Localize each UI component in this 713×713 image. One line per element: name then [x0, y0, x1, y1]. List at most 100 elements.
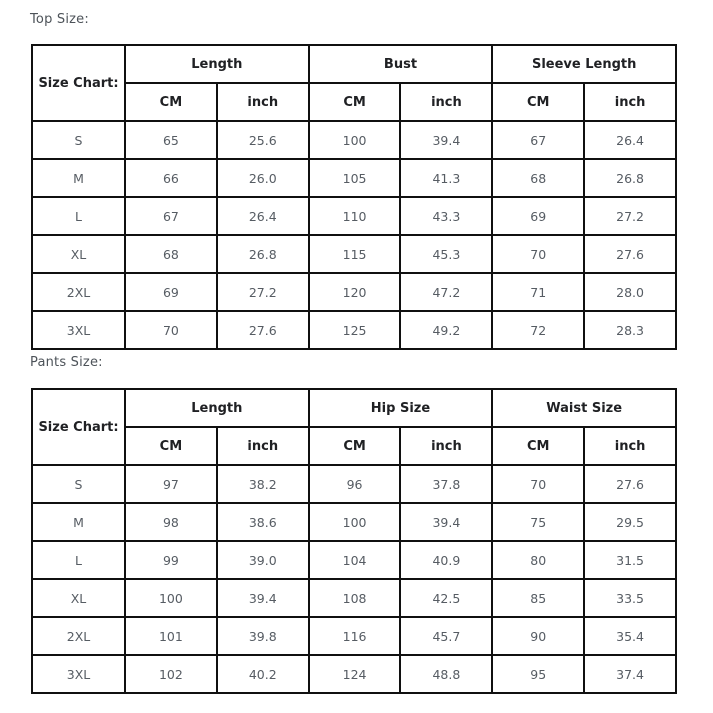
- size-cell: 2XL: [31, 272, 126, 312]
- group-header-sleeve-length: Sleeve Length: [491, 44, 677, 84]
- value-cell: 80: [491, 540, 586, 580]
- table-row: L 67 26.4 110 43.3 69 27.2: [31, 196, 677, 236]
- value-cell: 75: [491, 502, 586, 542]
- group-header-row: Size Chart: Length Bust Sleeve Length: [31, 44, 677, 122]
- value-cell: 27.6: [583, 464, 677, 504]
- pants-size-table: Size Chart: Length Hip Size Waist Size C…: [31, 388, 677, 694]
- unit-header-cell: CM: [307, 426, 402, 466]
- unit-header-cell: inch: [215, 426, 310, 466]
- value-cell: 39.0: [215, 540, 310, 580]
- value-cell: 39.4: [215, 578, 310, 618]
- value-cell: 66: [124, 158, 218, 198]
- size-chart-corner-cell: Size Chart:: [31, 388, 126, 466]
- size-chart-corner-cell: Size Chart:: [31, 44, 126, 122]
- value-cell: 33.5: [583, 578, 677, 618]
- value-cell: 97: [124, 464, 218, 504]
- value-cell: 124: [307, 654, 402, 694]
- value-cell: 70: [491, 234, 586, 274]
- size-cell: 2XL: [31, 616, 126, 656]
- unit-header-cell: inch: [215, 82, 310, 122]
- unit-header-cell: inch: [399, 82, 494, 122]
- unit-header-cell: inch: [583, 82, 677, 122]
- unit-header-row: CM inch CM inch CM inch: [32, 82, 677, 122]
- group-header-length: Length: [124, 388, 310, 428]
- unit-header-row: CM inch CM inch CM inch: [32, 426, 677, 466]
- value-cell: 100: [307, 120, 402, 160]
- size-cell: XL: [31, 234, 126, 274]
- table-row: 3XL 102 40.2 124 48.8 95 37.4: [31, 654, 677, 694]
- top-size-section-label: Top Size:: [30, 12, 89, 27]
- size-cell: 3XL: [31, 310, 126, 350]
- size-cell: S: [31, 120, 126, 160]
- size-cell: XL: [31, 578, 126, 618]
- value-cell: 45.7: [399, 616, 494, 656]
- size-cell: M: [31, 502, 126, 542]
- value-cell: 108: [307, 578, 402, 618]
- value-cell: 70: [124, 310, 218, 350]
- value-cell: 39.4: [399, 502, 494, 542]
- unit-header-cell: inch: [399, 426, 494, 466]
- value-cell: 90: [491, 616, 586, 656]
- unit-header-cell: CM: [307, 82, 402, 122]
- table-row: 2XL 101 39.8 116 45.7 90 35.4: [31, 616, 677, 656]
- value-cell: 41.3: [399, 158, 494, 198]
- top-size-table: Size Chart: Length Bust Sleeve Length CM…: [31, 44, 677, 350]
- value-cell: 110: [307, 196, 402, 236]
- value-cell: 99: [124, 540, 218, 580]
- value-cell: 72: [491, 310, 586, 350]
- value-cell: 68: [491, 158, 586, 198]
- value-cell: 31.5: [583, 540, 677, 580]
- value-cell: 42.5: [399, 578, 494, 618]
- value-cell: 38.6: [215, 502, 310, 542]
- value-cell: 125: [307, 310, 402, 350]
- value-cell: 48.8: [399, 654, 494, 694]
- value-cell: 29.5: [583, 502, 677, 542]
- value-cell: 71: [491, 272, 586, 312]
- unit-header-cell: CM: [491, 82, 586, 122]
- value-cell: 101: [124, 616, 218, 656]
- size-cell: 3XL: [31, 654, 126, 694]
- table-row: M 66 26.0 105 41.3 68 26.8: [31, 158, 677, 198]
- value-cell: 35.4: [583, 616, 677, 656]
- table-row: S 97 38.2 96 37.8 70 27.6: [31, 464, 677, 504]
- value-cell: 26.0: [215, 158, 310, 198]
- value-cell: 26.8: [583, 158, 677, 198]
- value-cell: 69: [124, 272, 218, 312]
- size-cell: L: [31, 540, 126, 580]
- value-cell: 116: [307, 616, 402, 656]
- value-cell: 105: [307, 158, 402, 198]
- value-cell: 39.8: [215, 616, 310, 656]
- value-cell: 100: [307, 502, 402, 542]
- value-cell: 37.8: [399, 464, 494, 504]
- table-row: 3XL 70 27.6 125 49.2 72 28.3: [31, 310, 677, 350]
- value-cell: 39.4: [399, 120, 494, 160]
- value-cell: 40.9: [399, 540, 494, 580]
- group-header-hip-size: Hip Size: [307, 388, 494, 428]
- table-row: S 65 25.6 100 39.4 67 26.4: [31, 120, 677, 160]
- table-row: M 98 38.6 100 39.4 75 29.5: [31, 502, 677, 542]
- size-cell: L: [31, 196, 126, 236]
- value-cell: 69: [491, 196, 586, 236]
- value-cell: 26.8: [215, 234, 310, 274]
- value-cell: 28.0: [583, 272, 677, 312]
- value-cell: 96: [307, 464, 402, 504]
- table-row: XL 68 26.8 115 45.3 70 27.6: [31, 234, 677, 274]
- value-cell: 102: [124, 654, 218, 694]
- value-cell: 115: [307, 234, 402, 274]
- value-cell: 38.2: [215, 464, 310, 504]
- value-cell: 27.6: [215, 310, 310, 350]
- group-header-length: Length: [124, 44, 310, 84]
- value-cell: 40.2: [215, 654, 310, 694]
- table-row: XL 100 39.4 108 42.5 85 33.5: [31, 578, 677, 618]
- value-cell: 68: [124, 234, 218, 274]
- value-cell: 37.4: [583, 654, 677, 694]
- value-cell: 67: [491, 120, 586, 160]
- table-row: L 99 39.0 104 40.9 80 31.5: [31, 540, 677, 580]
- value-cell: 95: [491, 654, 586, 694]
- size-cell: M: [31, 158, 126, 198]
- value-cell: 25.6: [215, 120, 310, 160]
- value-cell: 67: [124, 196, 218, 236]
- unit-header-cell: CM: [491, 426, 586, 466]
- value-cell: 26.4: [215, 196, 310, 236]
- value-cell: 27.2: [583, 196, 677, 236]
